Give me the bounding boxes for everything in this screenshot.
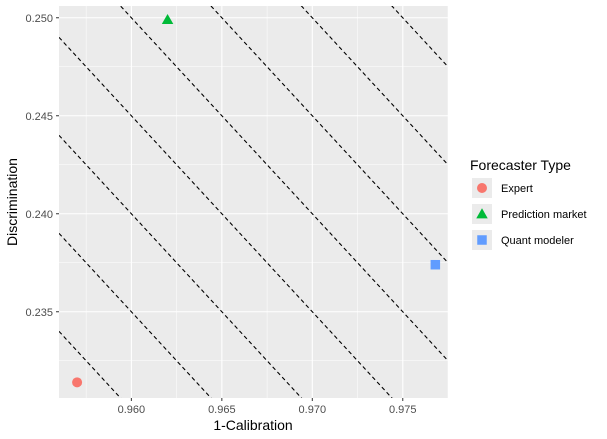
iso-score-line bbox=[210, 6, 448, 264]
point-expert bbox=[72, 377, 83, 388]
x-tick-label: 0.965 bbox=[208, 404, 236, 416]
iso-score-line bbox=[119, 6, 448, 362]
iso-score-lines bbox=[59, 6, 448, 398]
point-quant-modeler bbox=[430, 259, 441, 270]
legend-marker-prediction-market bbox=[476, 208, 488, 219]
x-tick-label: 0.960 bbox=[118, 404, 146, 416]
y-tick-label: 0.240 bbox=[25, 209, 53, 221]
y-axis: 0.235 0.240 0.245 0.250 bbox=[25, 13, 59, 319]
y-tick-label: 0.235 bbox=[25, 307, 53, 319]
y-tick-label: 0.250 bbox=[25, 13, 53, 25]
iso-score-line bbox=[300, 6, 448, 166]
legend-label-prediction-market: Prediction market bbox=[501, 209, 587, 221]
legend-entries: Expert Prediction market Quant modeler bbox=[472, 178, 587, 250]
x-axis: 0.960 0.965 0.970 0.975 bbox=[118, 398, 417, 416]
minor-gridlines bbox=[59, 6, 449, 398]
legend: Forecaster Type Expert Prediction market Q… bbox=[470, 157, 587, 250]
major-gridlines bbox=[59, 6, 448, 398]
legend-title: Forecaster Type bbox=[470, 157, 571, 173]
legend-marker-expert bbox=[477, 183, 487, 193]
point-prediction-market bbox=[161, 13, 174, 25]
iso-score-line bbox=[59, 36, 393, 398]
x-axis-title: 1-Calibration bbox=[213, 417, 292, 433]
x-tick-label: 0.970 bbox=[299, 404, 327, 416]
y-axis-title: Discrimination bbox=[4, 158, 20, 246]
legend-label-quant-modeler: Quant modeler bbox=[501, 235, 574, 247]
y-tick-label: 0.245 bbox=[25, 111, 53, 123]
data-points bbox=[72, 13, 441, 388]
legend-label-expert: Expert bbox=[501, 183, 533, 195]
plot-panel bbox=[59, 6, 448, 398]
legend-marker-quant-modeler bbox=[477, 235, 487, 245]
x-tick-label: 0.975 bbox=[389, 404, 417, 416]
